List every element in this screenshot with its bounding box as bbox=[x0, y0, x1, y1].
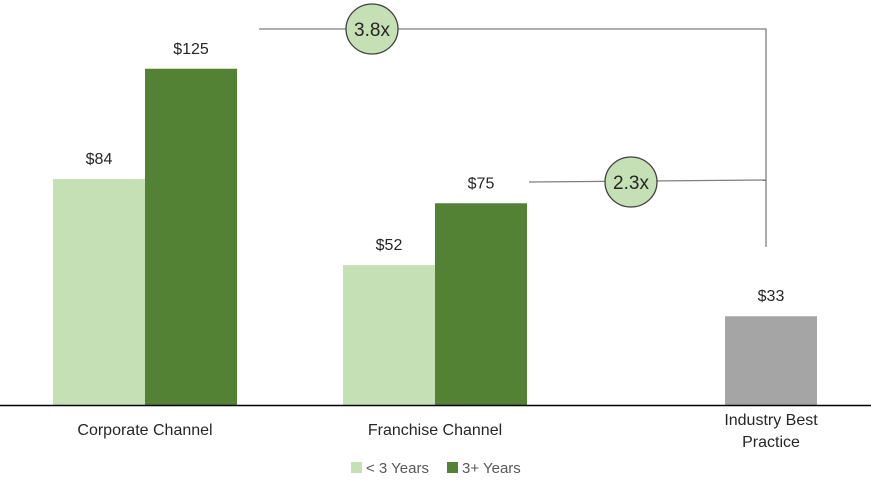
bar-franchise-channel-3-years bbox=[343, 265, 435, 405]
value-label-corporate-channel-3-years: $84 bbox=[86, 151, 113, 168]
value-labels: $84 $125 $52 $75 $33 bbox=[86, 41, 785, 305]
legend-label-3-years: < 3 Years bbox=[366, 460, 429, 477]
category-labels: Corporate Channel Franchise Channel Indust… bbox=[77, 412, 818, 451]
ratio-badge-1 bbox=[345, 3, 399, 55]
category-label-franchise-channel: Franchise Channel bbox=[368, 422, 502, 439]
bar-corporate-channel-3-years bbox=[145, 68, 237, 405]
value-label-franchise-channel-3-years: $75 bbox=[468, 175, 495, 192]
connector-line-1 bbox=[259, 28, 767, 247]
ratio-connectors: 3.8x 2.3x bbox=[259, 3, 767, 247]
legend-label-3-years: 3+ Years bbox=[462, 460, 521, 477]
value-label-franchise-channel-3-years: $52 bbox=[376, 237, 403, 254]
value-label-corporate-channel-3-years: $125 bbox=[173, 41, 209, 58]
legend-swatch-3-years bbox=[447, 462, 458, 473]
bar-industry-best-practice-industry-best-practice bbox=[725, 316, 817, 405]
legend: < 3 Years 3+ Years bbox=[351, 460, 521, 477]
bar-franchise-channel-3-years bbox=[435, 203, 527, 405]
bar-corporate-channel-3-years bbox=[53, 179, 145, 405]
category-label-industry-best-practice-line-2: Practice bbox=[742, 434, 800, 451]
ratio-badge-label-1: 3.8x bbox=[354, 20, 390, 41]
ratio-badge-2 bbox=[604, 156, 658, 208]
bars-layer bbox=[53, 68, 817, 405]
value-label-industry-best-practice-industry-best-practice: $33 bbox=[758, 288, 785, 305]
category-label-corporate-channel: Corporate Channel bbox=[77, 422, 212, 439]
legend-swatch-3-years bbox=[351, 462, 362, 473]
category-label-industry-best-practice-line-1: Industry Best bbox=[724, 412, 818, 429]
ratio-badge-label-2: 2.3x bbox=[613, 173, 649, 194]
